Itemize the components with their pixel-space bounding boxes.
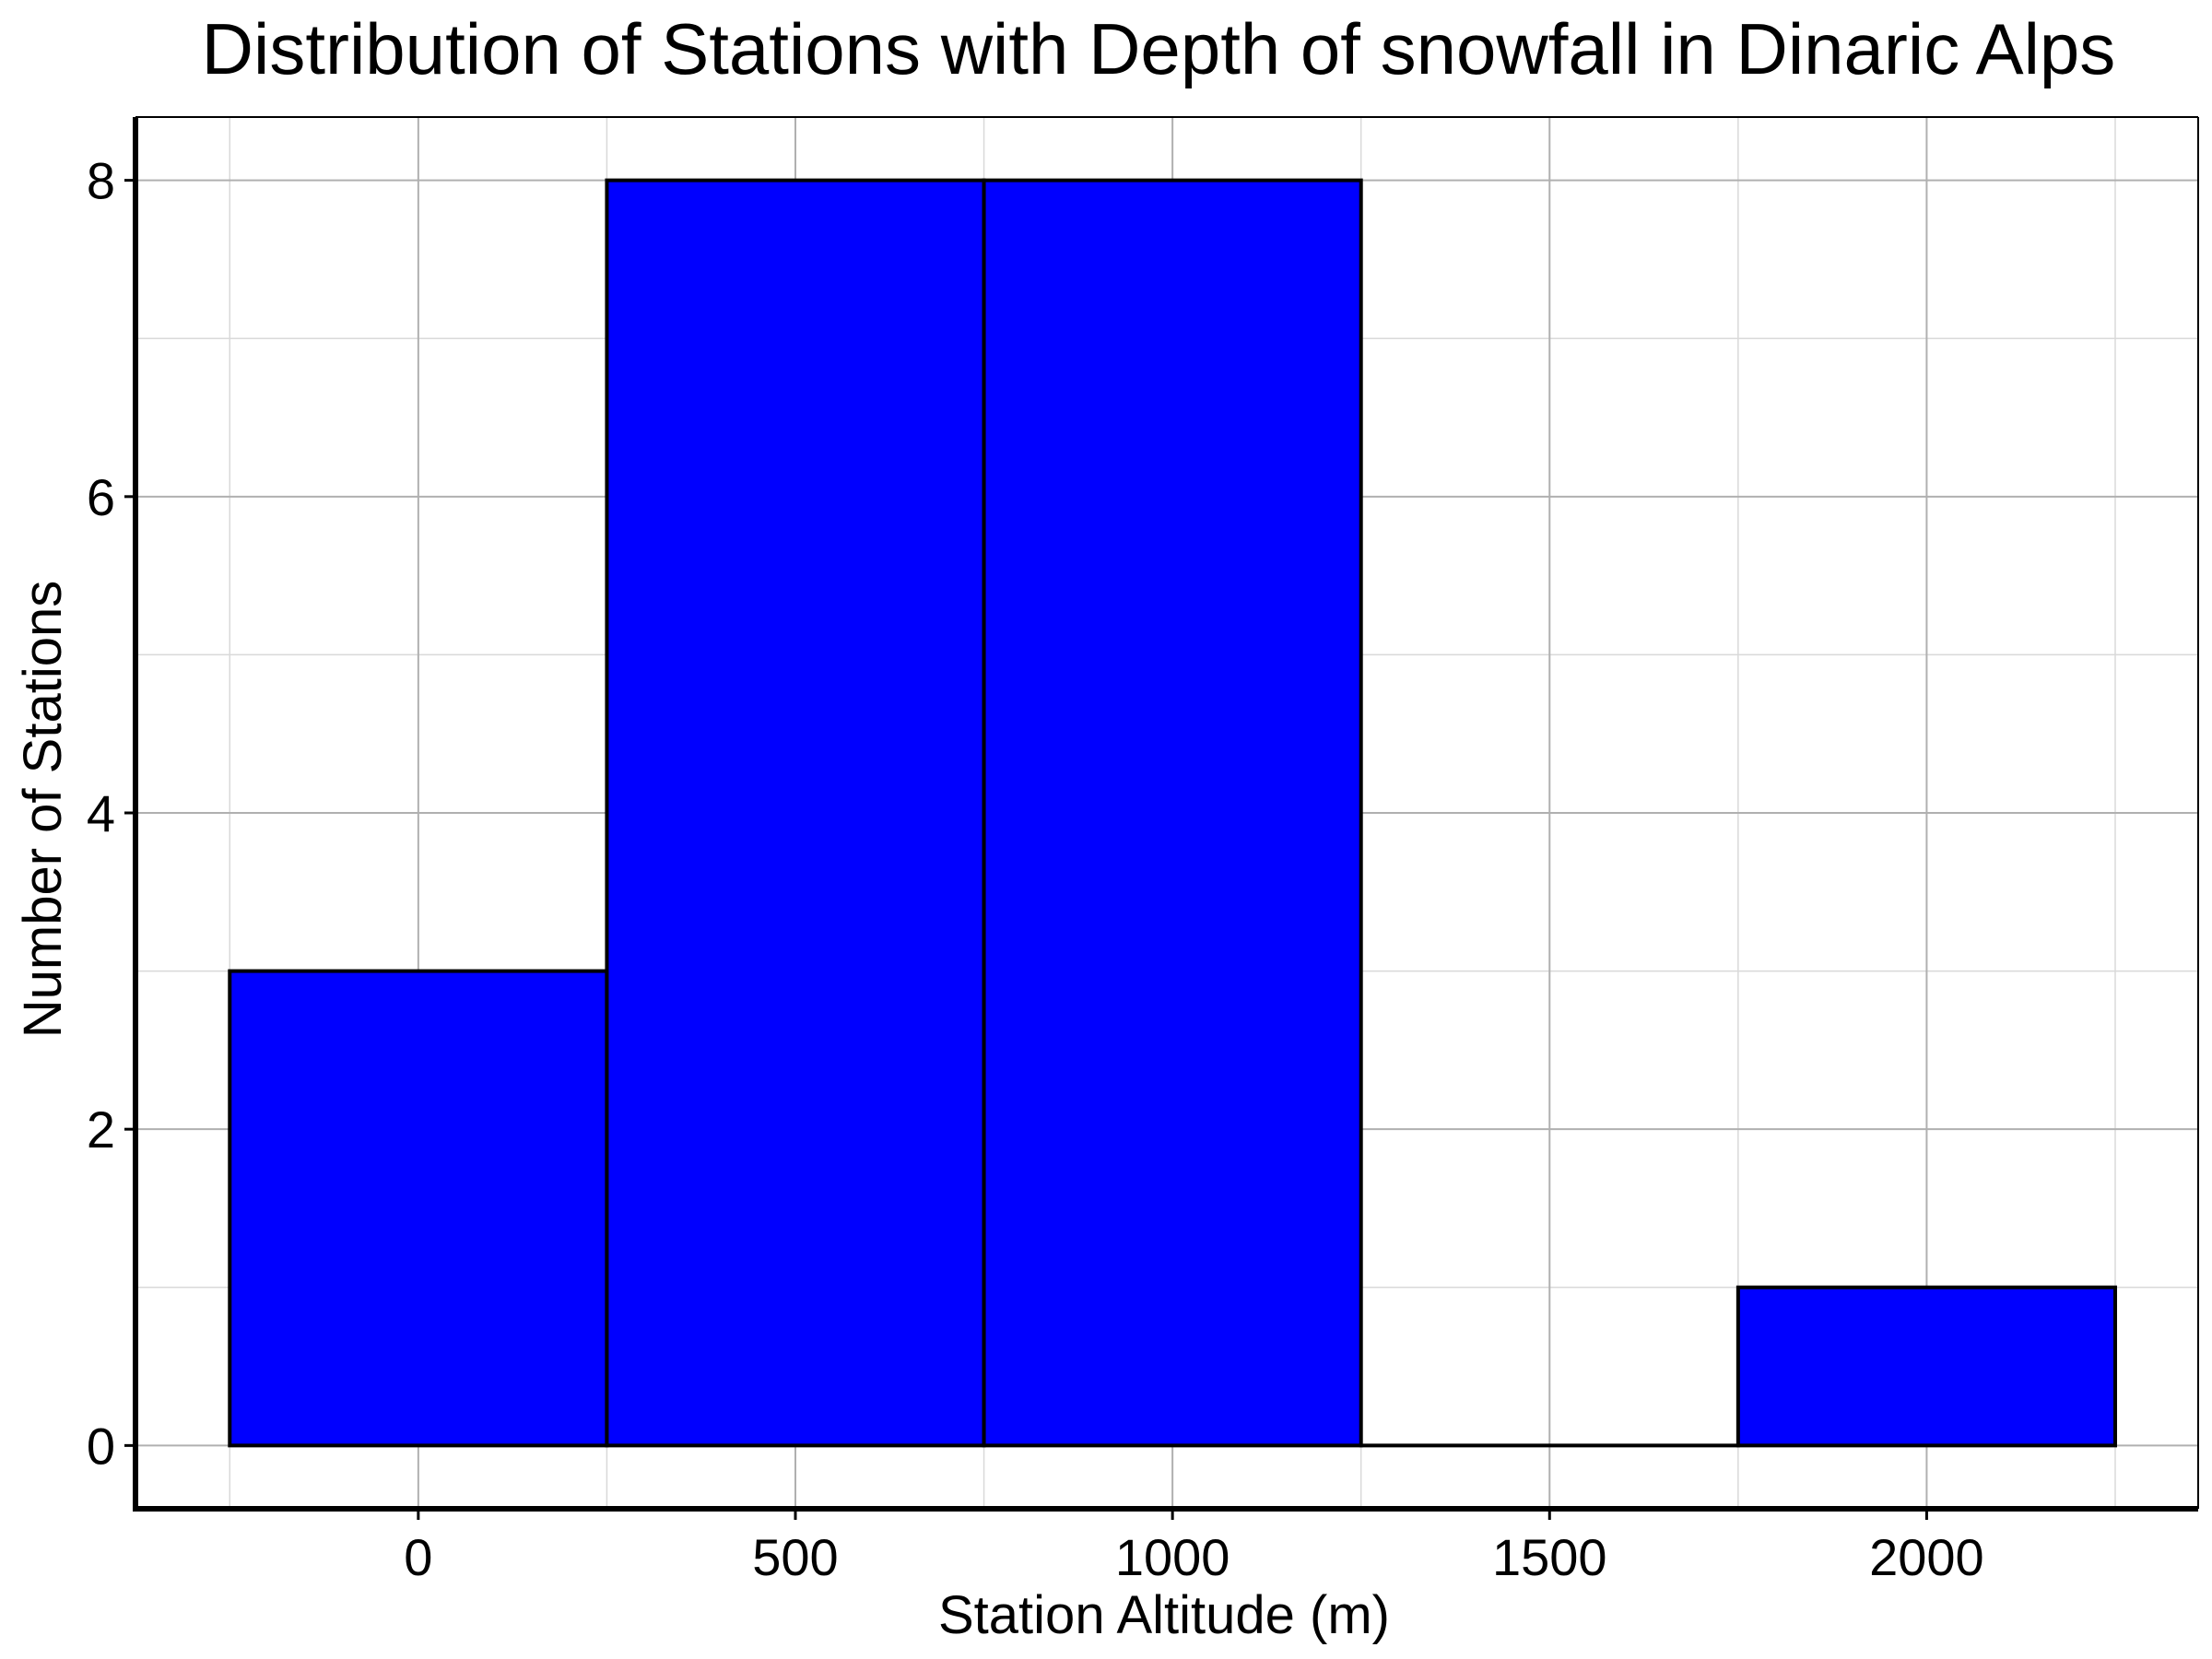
x-tick-label: 0	[404, 1528, 432, 1586]
y-tick-label: 6	[87, 468, 115, 526]
histogram-bar	[1735, 1285, 2117, 1448]
x-tick-label: 500	[752, 1528, 838, 1586]
x-tick-label: 2000	[1869, 1528, 1984, 1586]
histogram-bar	[228, 969, 609, 1448]
x-tick-label: 1000	[1115, 1528, 1230, 1586]
histogram-bar	[982, 178, 1363, 1448]
y-axis-label: Number of Stations	[13, 581, 73, 1038]
histogram-bar	[605, 178, 986, 1448]
plot-area: 0 500 1000 1500 2000 0 2 4 6 8	[87, 116, 2199, 1586]
x-tick-label: 1500	[1492, 1528, 1607, 1586]
y-tick-label: 2	[87, 1100, 115, 1159]
y-tick-label: 4	[87, 784, 115, 842]
y-tick-label: 8	[87, 152, 115, 210]
y-tick-label: 0	[87, 1417, 115, 1475]
x-axis-label: Station Altitude (m)	[938, 1585, 1390, 1645]
chart-title: Distribution of Stations with Depth of s…	[202, 8, 2116, 89]
